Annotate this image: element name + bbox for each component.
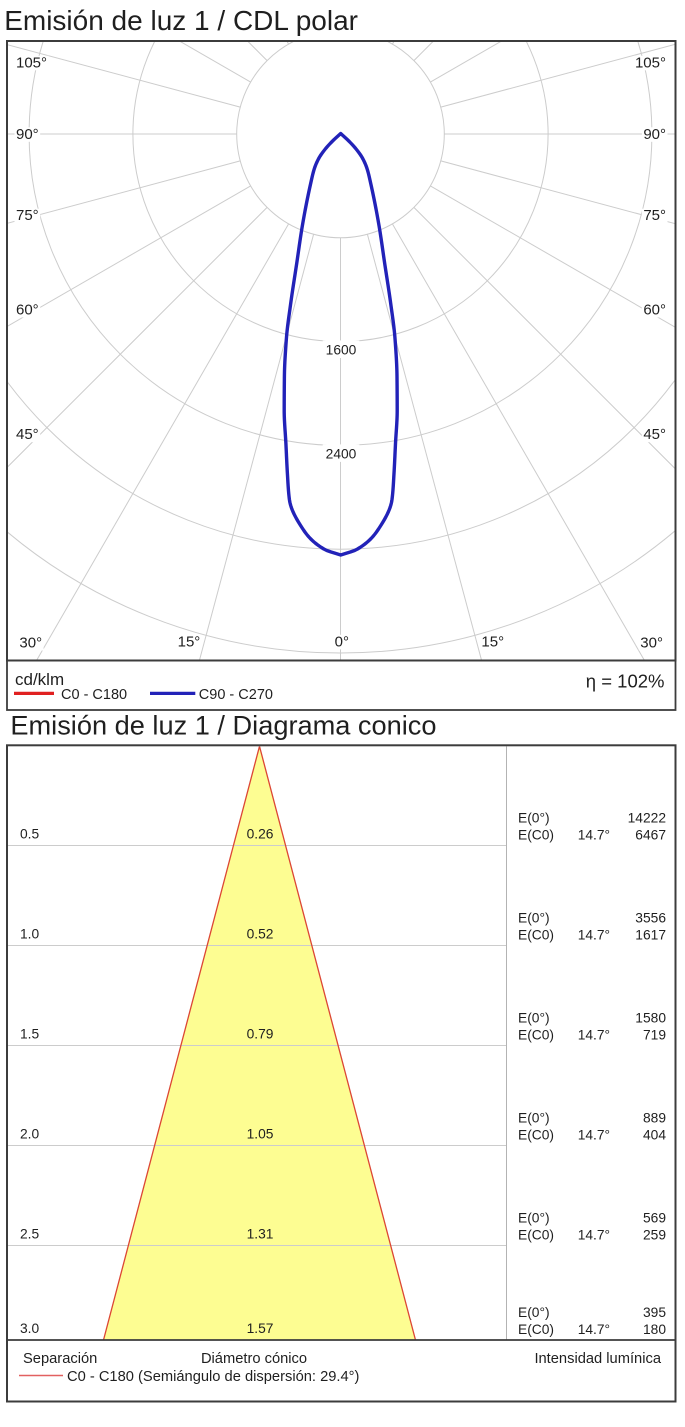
svg-text:1600: 1600: [326, 343, 357, 358]
svg-text:1.57: 1.57: [247, 1321, 274, 1336]
svg-text:E(0°): E(0°): [518, 1305, 550, 1320]
svg-text:60°: 60°: [16, 301, 39, 318]
svg-text:Diámetro cónico: Diámetro cónico: [201, 1351, 307, 1367]
svg-text:180: 180: [643, 1322, 666, 1337]
svg-text:15°: 15°: [178, 633, 201, 650]
svg-text:E(0°): E(0°): [518, 811, 550, 826]
svg-text:719: 719: [643, 1028, 666, 1043]
svg-text:Intensidad lumínica: Intensidad lumínica: [534, 1351, 661, 1367]
svg-text:1617: 1617: [635, 928, 666, 943]
svg-text:Separación: Separación: [23, 1351, 97, 1367]
svg-text:E(C0): E(C0): [518, 1128, 554, 1143]
svg-text:0.52: 0.52: [247, 927, 274, 942]
svg-text:569: 569: [643, 1211, 666, 1226]
svg-text:1.0: 1.0: [20, 927, 40, 942]
svg-text:C0 - C180: C0 - C180: [61, 687, 127, 703]
svg-text:2.0: 2.0: [20, 1127, 40, 1142]
svg-text:3556: 3556: [635, 911, 666, 926]
svg-text:2.5: 2.5: [20, 1227, 40, 1242]
svg-text:14222: 14222: [628, 811, 666, 826]
svg-text:105°: 105°: [635, 54, 666, 71]
svg-text:Emisión de luz 1 / Diagrama co: Emisión de luz 1 / Diagrama conico: [10, 710, 436, 741]
svg-text:0.5: 0.5: [20, 827, 40, 842]
svg-text:90°: 90°: [643, 126, 666, 143]
svg-text:C0 - C180 (Semiángulo de dispe: C0 - C180 (Semiángulo de dispersión: 29.…: [67, 1369, 359, 1385]
svg-text:45°: 45°: [643, 426, 666, 443]
svg-text:90°: 90°: [16, 126, 39, 143]
svg-text:0.26: 0.26: [247, 827, 274, 842]
svg-text:1.31: 1.31: [247, 1227, 274, 1242]
svg-text:15°: 15°: [481, 633, 504, 650]
svg-text:E(0°): E(0°): [518, 911, 550, 926]
svg-text:259: 259: [643, 1228, 666, 1243]
svg-text:3.0: 3.0: [20, 1321, 40, 1336]
svg-text:E(C0): E(C0): [518, 1322, 554, 1337]
svg-text:E(0°): E(0°): [518, 1011, 550, 1026]
svg-text:395: 395: [643, 1305, 666, 1320]
svg-text:E(C0): E(C0): [518, 928, 554, 943]
svg-text:14.7°: 14.7°: [578, 1228, 610, 1243]
svg-text:0°: 0°: [335, 633, 349, 650]
svg-text:E(C0): E(C0): [518, 828, 554, 843]
svg-text:2400: 2400: [326, 446, 357, 461]
svg-text:404: 404: [643, 1128, 666, 1143]
svg-text:0.79: 0.79: [247, 1027, 274, 1042]
svg-text:η = 102%: η = 102%: [586, 671, 665, 692]
svg-text:14.7°: 14.7°: [578, 828, 610, 843]
svg-text:E(C0): E(C0): [518, 1228, 554, 1243]
svg-text:45°: 45°: [16, 426, 39, 443]
svg-text:E(0°): E(0°): [518, 1111, 550, 1126]
svg-text:E(C0): E(C0): [518, 1028, 554, 1043]
svg-text:75°: 75°: [643, 207, 666, 224]
svg-text:14.7°: 14.7°: [578, 1322, 610, 1337]
svg-text:1580: 1580: [635, 1011, 666, 1026]
svg-text:75°: 75°: [16, 207, 39, 224]
svg-text:C90 - C270: C90 - C270: [199, 687, 273, 703]
svg-text:889: 889: [643, 1111, 666, 1126]
svg-text:6467: 6467: [635, 828, 666, 843]
svg-text:105°: 105°: [16, 54, 47, 71]
svg-text:E(0°): E(0°): [518, 1211, 550, 1226]
svg-text:Emisión de luz 1 / CDL polar: Emisión de luz 1 / CDL polar: [4, 5, 358, 36]
svg-text:cd/klm: cd/klm: [15, 670, 64, 689]
svg-text:30°: 30°: [19, 635, 42, 652]
svg-text:30°: 30°: [640, 635, 663, 652]
svg-text:1.05: 1.05: [247, 1127, 274, 1142]
svg-text:14.7°: 14.7°: [578, 1028, 610, 1043]
svg-text:1.5: 1.5: [20, 1027, 40, 1042]
svg-text:14.7°: 14.7°: [578, 1128, 610, 1143]
svg-text:60°: 60°: [643, 301, 666, 318]
svg-text:14.7°: 14.7°: [578, 928, 610, 943]
